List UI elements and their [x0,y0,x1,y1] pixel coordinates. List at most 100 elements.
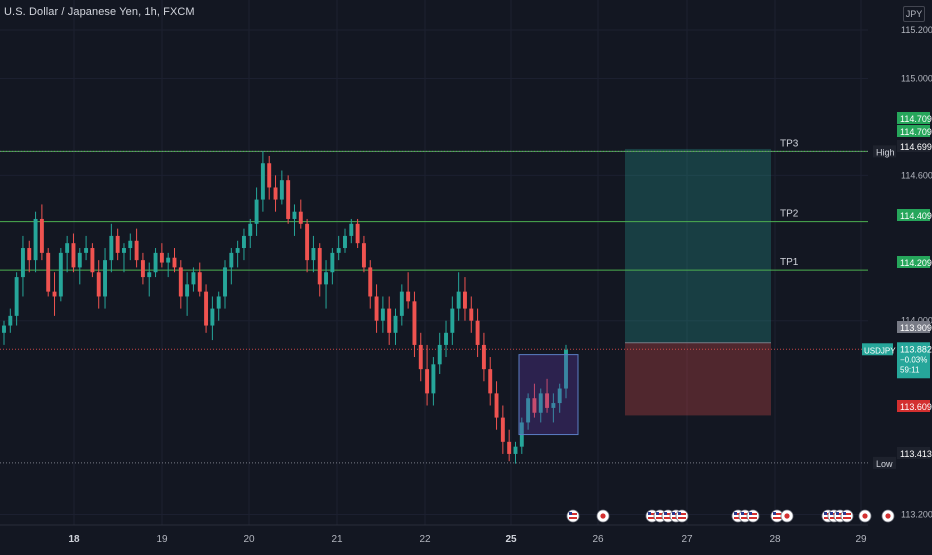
level-tag: Low [876,459,893,469]
flag-stripe [734,513,742,515]
candle-body [330,252,335,273]
flag-canton [672,512,675,515]
candle-body [380,308,385,321]
candle-body [191,272,196,285]
candle-body [368,267,373,297]
candle-body [469,308,474,321]
event-flag-circle [675,509,689,523]
candle-body [425,369,430,394]
flag-stripe [836,513,844,515]
price-tag-bg [897,256,930,268]
time-tick-label: 26 [592,534,604,545]
loss-zone [625,342,771,416]
candle-body [279,180,284,200]
price-tag-bg [897,112,930,124]
candle-body [545,393,550,408]
candle-body [557,388,562,404]
level-tag-bg [873,456,896,469]
candle-body [336,248,341,253]
flag-canton [836,512,839,515]
candle-body [463,291,467,309]
time-tick-label: 18 [68,534,80,545]
currency-selector[interactable]: JPY [903,6,925,22]
event-flag[interactable] [596,509,610,523]
candle-body [90,248,95,273]
candle-body [456,291,461,309]
candle-body [292,211,297,219]
price-tag: 114.699 [900,142,932,152]
candle-body [551,403,556,408]
flag-stripe [843,517,851,519]
candle-body [374,296,379,321]
candle-body [103,260,107,297]
candle-body [52,291,57,297]
symbol-title[interactable]: U.S. Dollar / Japanese Yen, 1h, FXCM [4,6,195,18]
flag-stripe [773,513,781,515]
event-flag[interactable] [858,509,872,523]
candle-body [140,260,145,278]
candle-body [412,301,417,345]
candle-body [109,235,114,261]
candle-body [564,349,568,389]
axes: 115.200 115.000 114.600 114.000 113.200 18 19 2… [0,25,932,545]
candle-body [229,252,234,268]
candle-body [488,369,493,394]
flag-canton [569,512,572,515]
flag-stripe [656,517,664,519]
time-tick-label: 22 [419,534,431,545]
candle-body [248,223,253,236]
price-tag-bg [897,447,930,459]
candle-body [507,441,512,454]
flag-stripe [569,517,577,519]
economic-events[interactable] [566,509,895,523]
time-tick-label: 25 [505,534,517,545]
level-tag-bg [873,145,896,158]
flag-stripe [773,517,781,519]
price-tag-bg [897,125,930,137]
price-tick-label: 115.000 [901,73,932,83]
candle-body [27,248,32,261]
time-tick-label: 29 [855,534,867,545]
level-tp2: TP2 [0,209,868,223]
flag-stripe [678,513,686,515]
event-flag[interactable] [840,509,854,523]
candle-body [122,248,126,253]
candle-body [185,284,190,297]
event-flag-circle [566,509,580,523]
candle-body [20,248,25,278]
candle-body [166,257,171,263]
candle-body [387,308,392,333]
candle-body [159,252,164,263]
flag-canton [830,512,833,515]
candle-body [393,315,398,333]
event-flag[interactable] [566,509,580,523]
flag-stripe [664,513,672,515]
candle-body [65,243,70,253]
price-tag-bg [897,140,930,152]
price-tag: 113.609 [900,402,932,412]
time-tick-label: 21 [331,534,343,545]
price-tick-label: 114.000 [901,316,932,326]
level-name: TP2 [780,209,799,220]
flag-stripe [741,513,749,515]
candle-body [254,199,259,224]
candle-body [311,248,316,261]
position-tool[interactable] [625,148,771,416]
event-flag[interactable] [881,509,895,523]
flag-canton [824,512,827,515]
price-tag-bg [897,321,930,333]
level-tp3: TP3 High [0,138,896,158]
event-flag[interactable] [675,509,689,523]
consolidation-box[interactable] [518,354,579,436]
price-tag-bg [897,400,930,412]
flag-stripe [749,513,757,515]
event-flag[interactable] [780,509,794,523]
candle-body [406,291,411,302]
consolidation-rect [518,354,579,436]
candle-body [46,252,51,292]
current-price-value: 113.882 [900,344,932,354]
flag-stripe [678,517,686,519]
event-flag[interactable] [746,509,760,523]
